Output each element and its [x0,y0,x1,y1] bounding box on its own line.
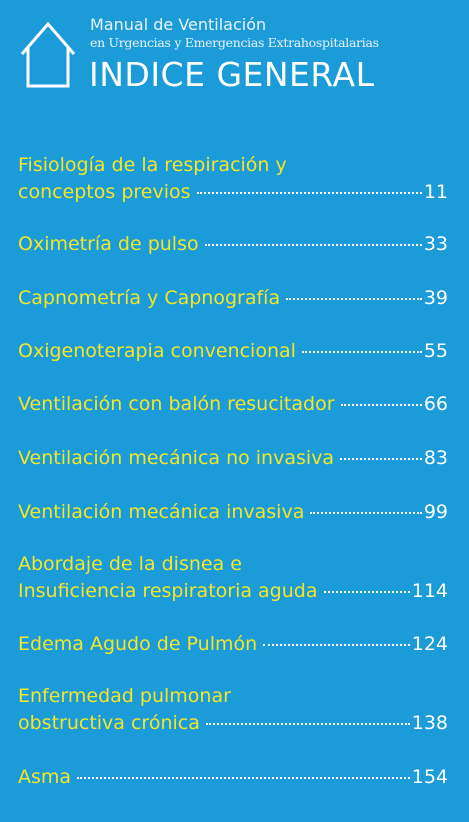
entry-title: Edema Agudo de Pulmón [18,633,258,655]
page-number: 99 [423,501,448,523]
page-number: 55 [423,340,448,362]
page-number: 154 [411,766,448,788]
page-number: 83 [423,447,448,469]
toc-entry[interactable]: Oximetría de pulso 33 [18,231,448,258]
leader-dots [340,404,422,406]
entry-title: Ventilación con balón resucitador [18,393,335,415]
entry-row: obstructiva crónica 138 [18,710,448,737]
page-number: 66 [423,393,448,415]
entry-title: Enfermedad pulmonar [18,685,231,707]
entry-title: conceptos previos [18,181,191,203]
leader-dots [340,458,422,460]
book-subtitle: en Urgencias y Emergencias Extrahospital… [90,35,379,50]
entry-row: Ventilación mecánica invasiva 99 [18,499,448,526]
entry-title: Ventilación mecánica no invasiva [18,447,335,469]
entry-title: Capnometría y Capnografía [18,287,281,309]
page-number: 39 [423,287,448,309]
entry-title: Abordaje de la disnea e [18,553,242,575]
leader-dots [301,351,422,353]
entry-title: Ventilación mecánica invasiva [18,501,305,523]
toc-entry[interactable]: Enfermedad pulmonar obstructiva crónica 13… [18,683,448,737]
toc-entry[interactable]: Fisiología de la respiración y conceptos … [18,152,448,206]
toc-entry[interactable]: Edema Agudo de Pulmón 124 [18,631,448,658]
entry-row: Insuficiencia respiratoria aguda 114 [18,578,448,605]
entry-row: conceptos previos 11 [18,179,448,206]
entry-row: Capnometría y Capnografía 39 [18,285,448,312]
leader-dots [263,644,410,646]
home-icon[interactable] [18,16,78,90]
entry-title: Oxigenoterapia convencional [18,340,296,362]
toc-entry[interactable]: Ventilación mecánica no invasiva 83 [18,445,448,472]
toc-entry[interactable]: Asma 154 [18,764,448,791]
page-number: 11 [423,181,448,203]
leader-dots [196,192,422,194]
entry-row: Asma 154 [18,764,448,791]
leader-dots [323,591,410,593]
leader-dots [77,777,410,779]
page-number: 124 [411,633,448,655]
entry-row: Oxigenoterapia convencional 55 [18,338,448,365]
page-number: 138 [411,712,448,734]
toc-entry[interactable]: Oxigenoterapia convencional 55 [18,338,448,365]
entry-row: Oximetría de pulso 33 [18,231,448,258]
entry-title: Fisiología de la respiración y [18,154,287,176]
entry-title: Oximetría de pulso [18,233,199,255]
page-number: 114 [411,580,448,602]
page-number: 33 [423,233,448,255]
leader-dots [204,244,422,246]
toc-entry[interactable]: Abordaje de la disnea e Insuficiencia res… [18,551,448,605]
leader-dots [310,512,422,514]
entry-row: Ventilación con balón resucitador 66 [18,391,448,418]
entry-title: Insuficiencia respiratoria aguda [18,580,318,602]
entry-title: obstructiva crónica [18,712,200,734]
leader-dots [286,298,422,300]
leader-dots [205,723,410,725]
entry-title: Asma [18,766,72,788]
entry-row: Ventilación mecánica no invasiva 83 [18,445,448,472]
book-title: Manual de Ventilación [90,15,267,34]
index-heading: INDICE GENERAL [89,55,375,94]
entry-row: Edema Agudo de Pulmón 124 [18,631,448,658]
toc-entry[interactable]: Ventilación mecánica invasiva 99 [18,499,448,526]
toc-entry[interactable]: Ventilación con balón resucitador 66 [18,391,448,418]
toc-entry[interactable]: Capnometría y Capnografía 39 [18,285,448,312]
